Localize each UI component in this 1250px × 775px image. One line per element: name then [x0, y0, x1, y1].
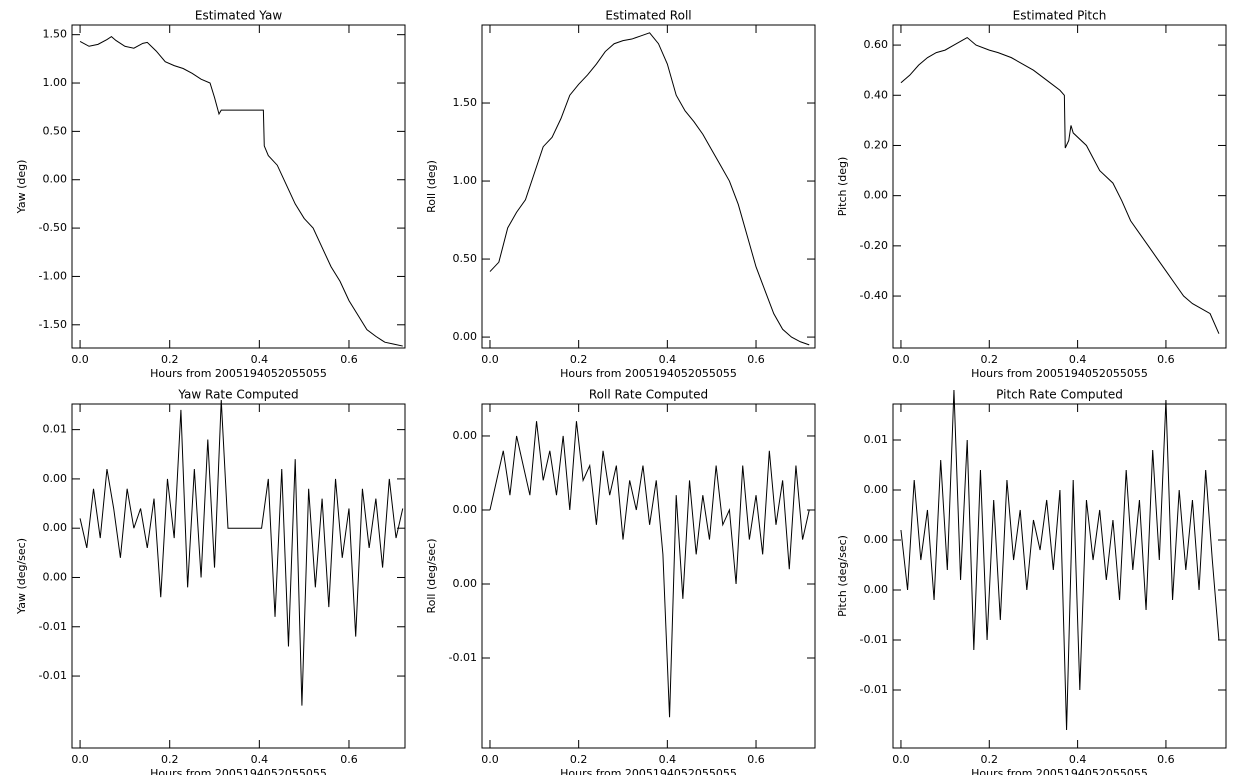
- x-tick-label: 0.2: [570, 753, 588, 766]
- y-tick-label: 0.00: [864, 189, 889, 202]
- x-axis-label: Hours from 2005194052055055: [150, 367, 327, 380]
- y-tick-label: 0.00: [864, 483, 889, 496]
- y-tick-label: -0.40: [860, 289, 888, 302]
- plot-frame: [481, 24, 816, 349]
- x-tick-label: 0.2: [981, 353, 999, 366]
- x-tick-label: 0.4: [1069, 753, 1087, 766]
- x-axis-label: Hours from 2005194052055055: [971, 767, 1148, 775]
- data-line: [79, 400, 404, 706]
- x-tick-label: 0.6: [747, 353, 765, 366]
- subplot: Yaw Rate Computed Hours from 200519405205…: [15, 388, 406, 775]
- y-tick-label: 1.00: [453, 174, 478, 187]
- x-tick-label: 0.2: [161, 753, 179, 766]
- y-tick-label: 0.00: [453, 577, 478, 590]
- subplot: Pitch Rate Computed Hours from 2005194052…: [836, 388, 1227, 775]
- subplot-title: Roll Rate Computed: [589, 388, 708, 402]
- y-tick-label: 0.50: [43, 124, 68, 137]
- x-tick-label: 0.2: [161, 353, 179, 366]
- y-tick-label: 0.01: [864, 433, 889, 446]
- x-tick-label: 0.0: [481, 353, 499, 366]
- x-tick-label: 0.4: [251, 353, 269, 366]
- x-tick-label: 0.2: [570, 353, 588, 366]
- y-tick-label: -0.01: [39, 669, 67, 682]
- y-tick-label: 0.00: [453, 330, 478, 343]
- y-tick-label: 0.01: [43, 423, 68, 436]
- plot-frame: [892, 403, 1227, 749]
- x-tick-label: 0.4: [659, 753, 677, 766]
- y-tick-label: 0.00: [43, 472, 68, 485]
- y-tick-label: -0.01: [860, 633, 888, 646]
- subplot: Estimated Pitch Hours from 20051940520550…: [836, 9, 1227, 380]
- x-tick-label: 0.6: [340, 353, 358, 366]
- subplot-title: Estimated Yaw: [195, 9, 282, 23]
- y-tick-label: 0.20: [864, 138, 889, 151]
- data-line: [900, 36, 1220, 334]
- subplot: Estimated Roll Hours from 200519405205505…: [425, 9, 816, 380]
- y-axis-label: Roll (deg/sec): [425, 538, 438, 613]
- y-tick-label: 0.00: [43, 173, 68, 186]
- x-tick-label: 0.6: [1157, 353, 1175, 366]
- subplot-title: Pitch Rate Computed: [996, 388, 1123, 402]
- x-tick-label: 0.0: [481, 753, 499, 766]
- y-tick-label: -0.01: [449, 651, 477, 664]
- y-tick-label: 0.00: [43, 570, 68, 583]
- y-tick-label: 0.00: [43, 521, 68, 534]
- x-tick-label: 0.0: [71, 753, 89, 766]
- y-tick-label: 1.50: [453, 96, 478, 109]
- data-line: [79, 35, 403, 347]
- x-tick-label: 0.4: [1069, 353, 1087, 366]
- x-axis-label: Hours from 2005194052055055: [560, 767, 737, 775]
- y-tick-label: 0.50: [453, 252, 478, 265]
- y-tick-label: -1.00: [39, 269, 67, 282]
- x-tick-label: 0.4: [659, 353, 677, 366]
- x-axis-label: Hours from 2005194052055055: [560, 367, 737, 380]
- plot-frame: [71, 403, 406, 749]
- y-tick-label: 0.40: [864, 88, 889, 101]
- subplot-title: Estimated Roll: [605, 9, 691, 23]
- y-tick-label: 0.00: [864, 533, 889, 546]
- x-tick-label: 0.0: [892, 353, 910, 366]
- y-tick-label: -1.50: [39, 318, 67, 331]
- subplot: Estimated Yaw Hours from 2005194052055055…: [15, 9, 406, 380]
- y-tick-label: 0.60: [864, 38, 889, 51]
- x-tick-label: 0.0: [71, 353, 89, 366]
- y-axis-label: Yaw (deg/sec): [15, 538, 28, 615]
- x-tick-label: 0.6: [747, 753, 765, 766]
- plot-frame: [71, 24, 406, 349]
- data-line: [489, 32, 810, 346]
- y-tick-label: -0.01: [39, 620, 67, 633]
- y-tick-label: -0.01: [860, 683, 888, 696]
- y-axis-label: Yaw (deg): [15, 160, 28, 215]
- x-tick-label: 0.2: [981, 753, 999, 766]
- x-tick-label: 0.0: [892, 753, 910, 766]
- subplot-title: Estimated Pitch: [1013, 9, 1107, 23]
- x-tick-label: 0.4: [251, 753, 269, 766]
- y-tick-label: 1.50: [43, 28, 68, 41]
- y-tick-label: -0.20: [860, 239, 888, 252]
- data-line: [489, 421, 810, 718]
- y-axis-label: Pitch (deg/sec): [836, 535, 849, 617]
- y-axis-label: Roll (deg): [425, 160, 438, 213]
- data-line: [900, 389, 1220, 731]
- y-tick-label: 1.00: [43, 76, 68, 89]
- y-axis-label: Pitch (deg): [836, 157, 849, 217]
- y-tick-label: -0.50: [39, 221, 67, 234]
- x-tick-label: 0.6: [1157, 753, 1175, 766]
- y-tick-label: 0.00: [453, 503, 478, 516]
- subplot-title: Yaw Rate Computed: [177, 388, 298, 402]
- plot-frame: [481, 403, 816, 749]
- y-tick-label: 0.00: [864, 583, 889, 596]
- x-tick-label: 0.6: [340, 753, 358, 766]
- subplot: Roll Rate Computed Hours from 20051940520…: [425, 388, 816, 775]
- x-axis-label: Hours from 2005194052055055: [150, 767, 327, 775]
- x-axis-label: Hours from 2005194052055055: [971, 367, 1148, 380]
- plot-frame: [892, 24, 1227, 349]
- y-tick-label: 0.00: [453, 429, 478, 442]
